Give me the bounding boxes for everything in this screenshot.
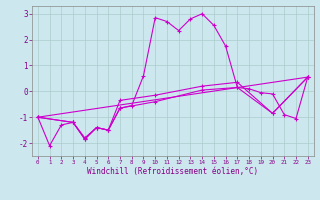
- X-axis label: Windchill (Refroidissement éolien,°C): Windchill (Refroidissement éolien,°C): [87, 167, 258, 176]
